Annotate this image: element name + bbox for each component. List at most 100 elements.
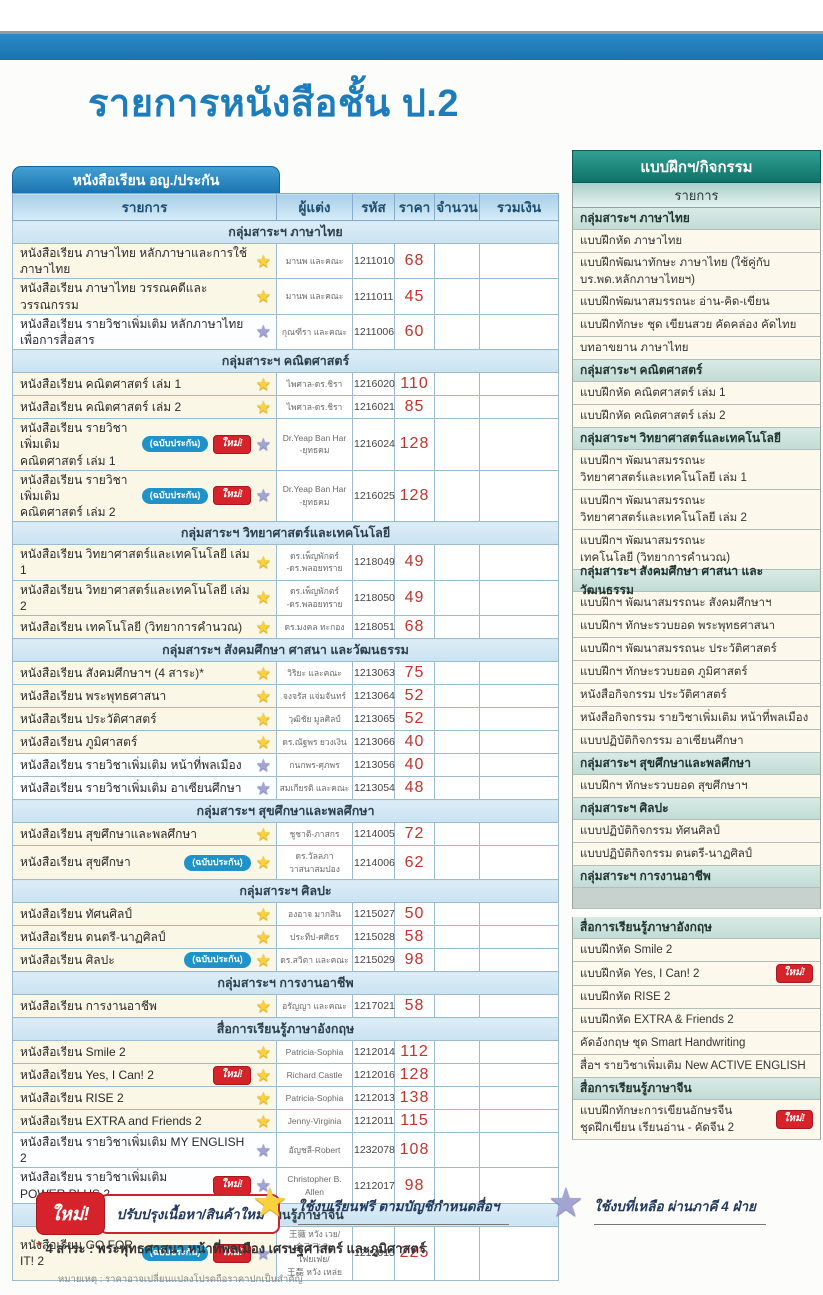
book-title: หนังสือเรียน รายวิชาเพิ่มเติม คณิตศาสตร์… — [20, 472, 128, 520]
table-row: หนังสือเรียน รายวิชาเพิ่มเติม คณิตศาสตร์… — [12, 469, 559, 523]
row-flags: ★ — [256, 757, 271, 774]
sidebar-section-header: กลุ่มสาระฯ สังคมศึกษา ศาสนา และวัฒนธรรม — [572, 564, 821, 597]
price-cell: 49 — [394, 544, 435, 581]
price-cell: 52 — [394, 707, 435, 731]
total-cell — [479, 753, 559, 777]
sidebar-item: แบบปฏิบัติกิจกรรม อาเซียนศึกษา — [572, 730, 821, 754]
book-title: หนังสือเรียน ดนตรี-นาฏศิลป์ — [20, 929, 166, 944]
code-cell: 1213056 — [352, 753, 395, 777]
code-cell: 1213063 — [352, 661, 395, 685]
code-cell: 1216021 — [352, 395, 395, 420]
table-row: หนังสือเรียน ภาษาไทย วรรณคดีและวรรณกรรม ★… — [12, 278, 559, 315]
code-cell: 1213054 — [352, 776, 395, 800]
top-white-strip — [0, 0, 823, 31]
book-title: หนังสือเรียน รายวิชาเพิ่มเติม อาเซียนศึก… — [20, 780, 242, 795]
col-header-item: รายการ — [12, 193, 277, 221]
total-cell — [479, 776, 559, 800]
sidebar-section-header: สื่อการเรียนรู้ภาษาอังกฤษ — [572, 917, 821, 940]
item-name-cell: หนังสือเรียน รายวิชาเพิ่มเติม หลักภาษาไท… — [12, 313, 277, 351]
price-cell: 115 — [394, 1109, 435, 1133]
sidebar-empty-row — [572, 888, 821, 910]
sidebar-section-header: กลุ่มสาระฯ คณิตศาสตร์ — [572, 360, 821, 383]
price-cell: 138 — [394, 1086, 435, 1110]
author-cell: จงจรัส แจ่มจันทร์ — [276, 684, 353, 708]
quantity-cell — [434, 372, 480, 397]
sidebar-item-label: บทอาขยาน ภาษาไทย — [580, 342, 689, 354]
col-header-qty: จำนวน — [434, 193, 480, 221]
sidebar-item-label: แบบฝึกทักษะการเขียนอักษรจีน ชุดฝึกเขียน … — [580, 1105, 735, 1134]
sidebar-section-header: กลุ่มสาระฯ วิทยาศาสตร์และเทคโนโลยี — [572, 428, 821, 451]
book-title: หนังสือเรียน รายวิชาเพิ่มเติม MY ENGLISH… — [20, 1135, 245, 1166]
row-flags: ★ — [256, 1044, 271, 1061]
author-cell: ดร.เพ็ญพักตร์ -ดร.พลอยทราย — [276, 579, 353, 617]
book-title: หนังสือเรียน สังคมศึกษาฯ (4 สาระ)* — [20, 665, 204, 680]
section-header-row: กลุ่มสาระฯ วิทยาศาสตร์และเทคโนโลยี — [12, 521, 559, 546]
section-header-row: กลุ่มสาระฯ คณิตศาสตร์ — [12, 349, 559, 374]
code-cell: 1212013 — [352, 1086, 395, 1110]
yellow-star-icon: ★ — [255, 617, 271, 637]
new-badge: ใหม่! — [213, 434, 251, 454]
total-cell — [479, 925, 559, 949]
yellow-star-icon: ★ — [255, 397, 271, 417]
table-row: หนังสือเรียน EXTRA and Friends 2 ★ Jenny-V… — [12, 1109, 559, 1133]
new-badge-legend: ใหม่! — [36, 1192, 105, 1235]
total-cell — [479, 845, 559, 880]
table-row: หนังสือเรียน คณิตศาสตร์ เล่ม 2 ★ ไพศาล-ดร.… — [12, 395, 559, 420]
row-flags: ★ — [256, 253, 271, 270]
table-row: หนังสือเรียน ประวัติศาสตร์ ★ วุฒิชัย มูลศิ… — [12, 707, 559, 731]
author-cell: สมเกียรติ และคณะ — [276, 776, 353, 800]
row-flags: ★ — [256, 711, 271, 728]
total-cell — [479, 579, 559, 617]
author-cell: ดร.เพ็ญพักตร์ -ดร.พลอยทราย — [276, 544, 353, 581]
section-header-row: สื่อการเรียนรู้ภาษาอังกฤษ — [12, 1017, 559, 1041]
sidebar-item: แบบฝึกหัด RISE 2 — [572, 986, 821, 1010]
code-cell: 1211011 — [352, 278, 395, 315]
yellow-star-description: ใช้งบเรียนฟรี ตามบัญชีกำหนดสื่อฯ — [297, 1195, 510, 1225]
table-row: หนังสือเรียน สุขศึกษาและพลศึกษา ★ ชูชาติ-ภ… — [12, 822, 559, 846]
sidebar-item: หนังสือกิจกรรม ประวัติศาสตร์ — [572, 684, 821, 708]
author-cell: วิริยะ และคณะ — [276, 661, 353, 685]
section-header: สื่อการเรียนรู้ภาษาอังกฤษ — [12, 1017, 559, 1041]
code-cell: 1213065 — [352, 707, 395, 731]
sidebar-item: แบบฝึกฯ พัฒนาสมรรถนะ สังคมศึกษาฯ — [572, 592, 821, 616]
item-name-cell: หนังสือเรียน คณิตศาสตร์ เล่ม 2 ★ — [12, 395, 277, 420]
sidebar-item: หนังสือกิจกรรม รายวิชาเพิ่มเติม หน้าที่พ… — [572, 707, 821, 731]
item-name-cell: หนังสือเรียน ศิลปะ (ฉบับประกัน) ★ — [12, 948, 277, 972]
total-cell — [479, 822, 559, 846]
quantity-cell — [434, 615, 480, 639]
yellow-star-icon: ★ — [255, 996, 271, 1016]
book-title: หนังสือเรียน Yes, I Can! 2 — [20, 1067, 154, 1082]
quantity-cell — [434, 902, 480, 926]
row-flags: ★ — [256, 906, 271, 923]
yellow-star-icon: ★ — [255, 588, 271, 608]
yellow-star-icon: ★ — [255, 251, 271, 271]
total-cell — [479, 418, 559, 471]
quantity-cell — [434, 707, 480, 731]
workbook-sidebar: แบบฝึกฯ/กิจกรรม รายการ กลุ่มสาระฯ ภาษาไท… — [572, 150, 821, 1141]
legend-new: ใหม่! ปรับปรุงเนื้อหา/สินค้าใหม่ — [36, 1192, 280, 1235]
textbook-table-body: กลุ่มสาระฯ ภาษาไทย หนังสือเรียน ภาษาไทย ห… — [12, 220, 559, 1281]
quantity-cell — [434, 1167, 480, 1204]
red-asterisk: * — [36, 1238, 42, 1255]
purple-star-icon: ★ — [255, 1243, 271, 1263]
table-row: หนังสือเรียน รายวิชาเพิ่มเติม หลักภาษาไท… — [12, 313, 559, 351]
row-flags: (ฉบับประกัน) ★ — [184, 952, 271, 969]
row-flags: (ฉบับประกัน) ใหม่! ★ — [141, 434, 271, 454]
insured-edition-badge: (ฉบับประกัน) — [141, 487, 209, 504]
price-cell: 128 — [394, 418, 435, 471]
sidebar-item: แบบฝึกฯ พัฒนาสมรรถนะ ประวัติศาสตร์ — [572, 638, 821, 662]
yellow-star-icon: ★ — [255, 950, 271, 970]
row-flags: ★ — [256, 929, 271, 946]
code-cell: 1215028 — [352, 925, 395, 949]
code-cell: 1214006 — [352, 845, 395, 880]
section-header-row: กลุ่มสาระฯ ศิลปะ — [12, 879, 559, 903]
sidebar-item: บทอาขยาน ภาษาไทย — [572, 337, 821, 361]
code-cell: 1218050 — [352, 579, 395, 617]
total-cell — [479, 948, 559, 972]
row-flags: ★ — [256, 780, 271, 797]
new-badge: ใหม่! — [213, 1065, 251, 1085]
item-name-cell: หนังสือเรียน ดนตรี-นาฏศิลป์ ★ — [12, 925, 277, 949]
code-cell: 1212015 — [352, 1225, 395, 1281]
item-name-cell: หนังสือเรียน รายวิชาเพิ่มเติม MY ENGLISH… — [12, 1131, 277, 1169]
